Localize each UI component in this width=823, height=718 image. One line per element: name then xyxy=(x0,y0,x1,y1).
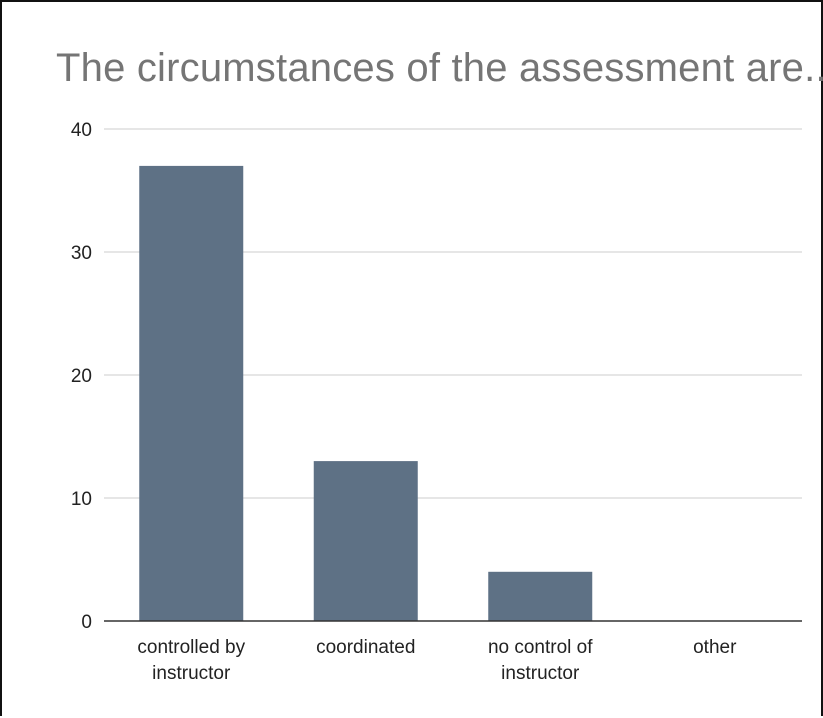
category-label-3-line-0: other xyxy=(693,637,737,658)
chart-title: The circumstances of the assessment are.… xyxy=(56,46,823,90)
category-label-0-line-1: instructor xyxy=(152,663,231,684)
bar-0 xyxy=(139,165,244,621)
category-label-1-line-0: coordinated xyxy=(316,637,415,658)
category-label-2-line-1: instructor xyxy=(501,663,580,684)
y-tick-label-20: 20 xyxy=(71,366,92,387)
category-label-2-line-0: no control of xyxy=(488,637,593,658)
y-tick-label-40: 40 xyxy=(71,120,92,141)
y-tick-label-10: 10 xyxy=(71,489,92,510)
bar-1 xyxy=(313,461,418,621)
category-label-0-line-0: controlled by xyxy=(137,637,245,658)
y-tick-label-30: 30 xyxy=(71,243,92,264)
y-tick-label-0: 0 xyxy=(81,612,92,633)
bar-2 xyxy=(488,571,593,621)
